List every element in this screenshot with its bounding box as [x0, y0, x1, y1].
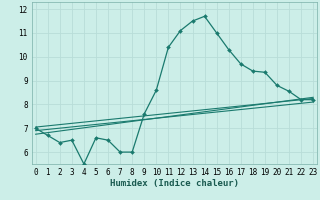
X-axis label: Humidex (Indice chaleur): Humidex (Indice chaleur) [110, 179, 239, 188]
